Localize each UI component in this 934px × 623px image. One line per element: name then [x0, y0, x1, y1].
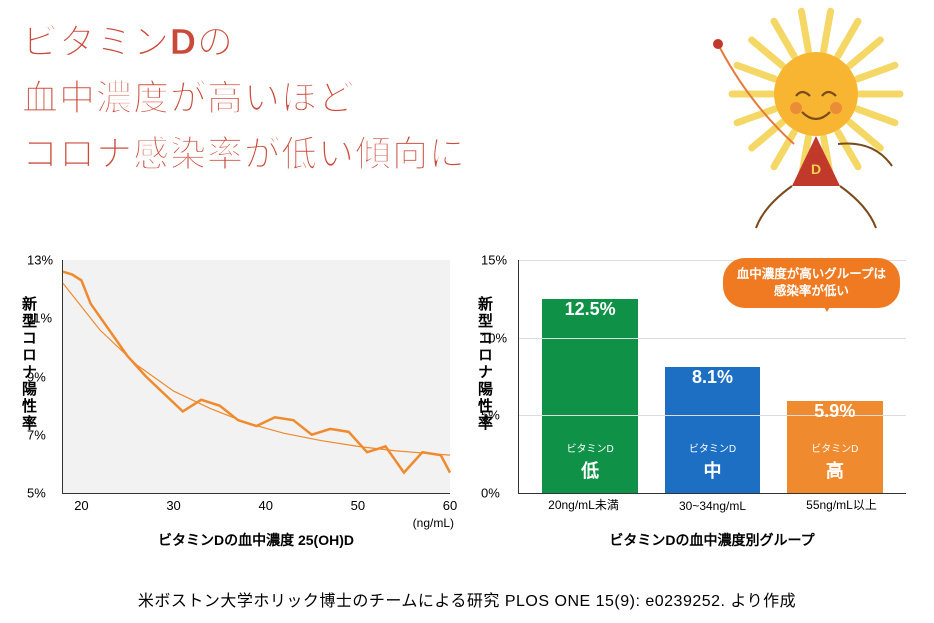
source-citation: 米ボストン大学ホリック博士のチームによる研究 PLOS ONE 15(9): e…	[0, 587, 934, 611]
bar-ytick: 0%	[481, 486, 500, 501]
line-xtick: 30	[166, 498, 180, 513]
title-line-2: 血中濃度が高いほど	[22, 70, 466, 126]
bar-category: 55ng/mL以上	[806, 496, 877, 513]
line-x-axis-label: ビタミンDの血中濃度 25(OH)D	[62, 530, 450, 550]
line-xtick: 40	[258, 498, 272, 513]
line-ytick: 9%	[27, 369, 46, 384]
bar-label-main: 高	[826, 457, 844, 483]
bar-value: 5.9%	[814, 401, 855, 422]
bar-x-axis-label: ビタミンDの血中濃度別グループ	[518, 530, 906, 550]
line-xtick: 50	[351, 498, 365, 513]
line-xtick: 60	[443, 498, 457, 513]
line-chart-panel: 新型コロナ陽性率 5%7%9%11%13%2030405060 (ng/mL) …	[22, 250, 456, 550]
headline: ビタミンDの 血中濃度が高いほど コロナ感染率が低い傾向に	[22, 14, 466, 181]
bar-category: 30~34ng/mL	[679, 499, 746, 513]
bar-category: 20ng/mL未満	[548, 496, 619, 513]
bar-ytick: 5%	[481, 408, 500, 423]
bar-label-main: 中	[703, 457, 721, 483]
bar: 8.1% ビタミンD 中	[665, 367, 760, 493]
title-line-1: ビタミンDの	[22, 14, 466, 70]
bar: 5.9% ビタミンD 高	[787, 401, 882, 493]
bar-label-top: ビタミンD	[689, 440, 736, 455]
bar-label-top: ビタミンD	[811, 440, 858, 455]
bar-value: 8.1%	[692, 367, 733, 388]
title-line-3: コロナ感染率が低い傾向に	[22, 126, 466, 182]
bar-value: 12.5%	[565, 299, 616, 320]
bar-chart-panel: 新型コロナ陽性率 12.5%ビタミンD低8.1%ビタミンD中5.9%ビタミンD高…	[478, 250, 912, 550]
bar-plot-area: 12.5% ビタミンD 低 8.1% ビタミンD 中 5.9% ビタミンD 高 血中濃度が高いグ…	[518, 260, 906, 494]
line-plot-area: 5%7%9%11%13%2030405060	[62, 260, 450, 494]
bar-ytick: 15%	[481, 253, 507, 268]
sun-illustration: D	[696, 4, 926, 244]
line-ytick: 7%	[27, 427, 46, 442]
bar: 12.5% ビタミンD 低	[542, 299, 637, 493]
bar-ytick: 10%	[481, 330, 507, 345]
line-ytick: 5%	[27, 486, 46, 501]
sun-badge: D	[811, 161, 821, 177]
line-x-unit: (ng/mL)	[413, 516, 454, 530]
callout-bubble: 血中濃度が高いグループは 感染率が低い	[723, 258, 900, 308]
bar-label-main: 低	[581, 457, 599, 483]
sun-face-icon	[774, 52, 858, 136]
line-ytick: 13%	[27, 253, 53, 268]
line-xtick: 20	[74, 498, 88, 513]
callout-line-1: 血中濃度が高いグループは	[737, 266, 886, 283]
line-ytick: 11%	[27, 311, 52, 326]
bar-label-top: ビタミンD	[567, 440, 614, 455]
callout-line-2: 感染率が低い	[737, 283, 886, 300]
